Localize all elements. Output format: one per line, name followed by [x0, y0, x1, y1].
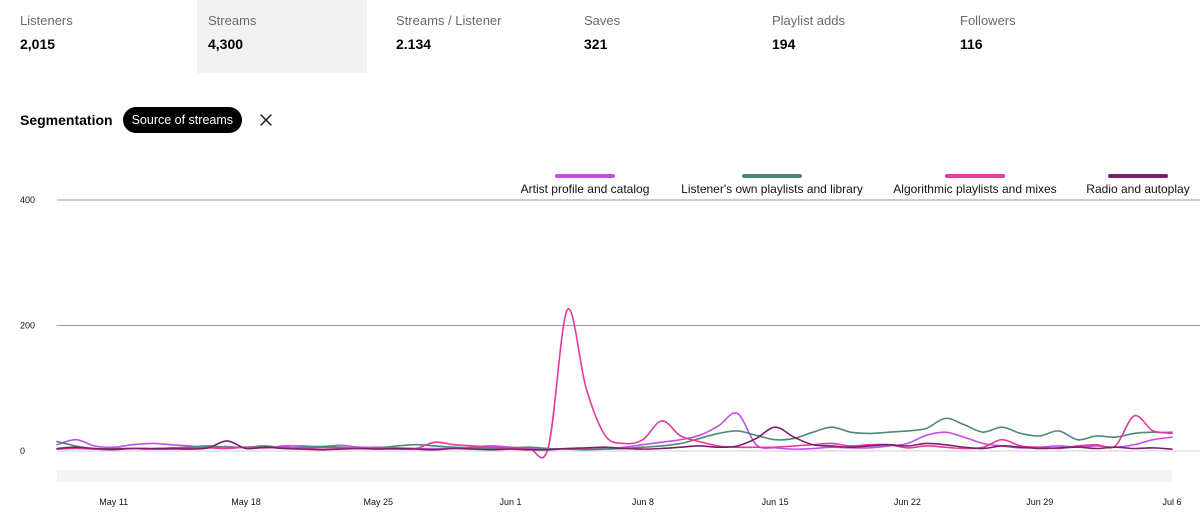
- stat-label: Streams: [208, 13, 257, 28]
- stat-value: 116: [960, 36, 983, 52]
- legend-item: Algorithmic playlists and mixes: [893, 174, 1057, 196]
- series-line-1: [56, 412, 1173, 450]
- stat-tile-followers[interactable]: Followers 116: [949, 0, 1119, 73]
- x-tick-label: Jun 29: [1026, 497, 1053, 507]
- y-tick-label: 200: [20, 321, 35, 331]
- stat-label: Listeners: [20, 13, 73, 28]
- stat-tile-saves[interactable]: Saves 321: [573, 0, 743, 73]
- legend-swatch: [944, 174, 1005, 178]
- legend-swatch: [742, 174, 802, 178]
- legend-item: Artist profile and catalog: [520, 174, 650, 196]
- stat-tile-streams-listener[interactable]: Streams / Listener 2.134: [385, 0, 555, 73]
- stat-value: 321: [584, 36, 608, 52]
- streams-line-chart: 0 200 400 May 11 May 18 May 25 Jun 1 Jun 8 Jun 1…: [20, 195, 1200, 507]
- x-tick-label: Jun 8: [632, 497, 654, 507]
- x-tick-label: Jun 22: [894, 497, 921, 507]
- x-tick-label: Jul 6: [1162, 497, 1181, 507]
- y-tick-label: 400: [20, 195, 35, 205]
- stat-label: Followers: [960, 13, 1016, 28]
- legend-item: Listener's own playlists and library: [681, 174, 863, 196]
- stat-tile-playlist-adds[interactable]: Playlist adds 194: [761, 0, 931, 73]
- stat-value: 4,300: [208, 36, 244, 52]
- stats-bar: Listeners 2,015 Streams 4,300 Streams / List…: [20, 0, 1200, 73]
- x-tick-label: May 11: [99, 497, 128, 507]
- legend-label: Artist profile and catalog: [520, 182, 650, 196]
- stat-label: Saves: [584, 13, 621, 28]
- series-line-4: [56, 426, 1173, 451]
- stat-value: 194: [772, 36, 796, 52]
- x-tick-label: May 18: [231, 497, 261, 507]
- stat-label: Streams / Listener: [396, 13, 502, 28]
- legend-label: Algorithmic playlists and mixes: [893, 182, 1057, 196]
- stat-value: 2.134: [396, 36, 432, 52]
- y-tick-label: 0: [20, 446, 25, 456]
- stat-label: Playlist adds: [772, 13, 845, 28]
- stat-value: 2,015: [20, 36, 56, 52]
- series-line-2: [56, 417, 1173, 451]
- segmentation-row: Segmentation Source of streams: [20, 107, 276, 133]
- stat-tile-streams[interactable]: Streams 4,300: [197, 0, 367, 73]
- x-tick-label: May 25: [364, 497, 394, 507]
- legend-swatch: [1107, 174, 1168, 178]
- close-icon[interactable]: [256, 110, 276, 130]
- scroll-track[interactable]: [57, 470, 1172, 482]
- x-tick-label: Jun 1: [500, 497, 522, 507]
- segmentation-title: Segmentation: [20, 112, 113, 128]
- stat-tile-listeners[interactable]: Listeners 2,015: [9, 0, 179, 73]
- segmentation-chip[interactable]: Source of streams: [122, 107, 243, 133]
- legend-label: Listener's own playlists and library: [681, 182, 863, 196]
- x-tick-label: Jun 15: [762, 497, 789, 507]
- legend-label: Radio and autoplay: [1086, 182, 1190, 196]
- series-line-3: [56, 308, 1173, 459]
- legend-item: Radio and autoplay: [1086, 174, 1190, 196]
- legend-swatch: [555, 174, 615, 178]
